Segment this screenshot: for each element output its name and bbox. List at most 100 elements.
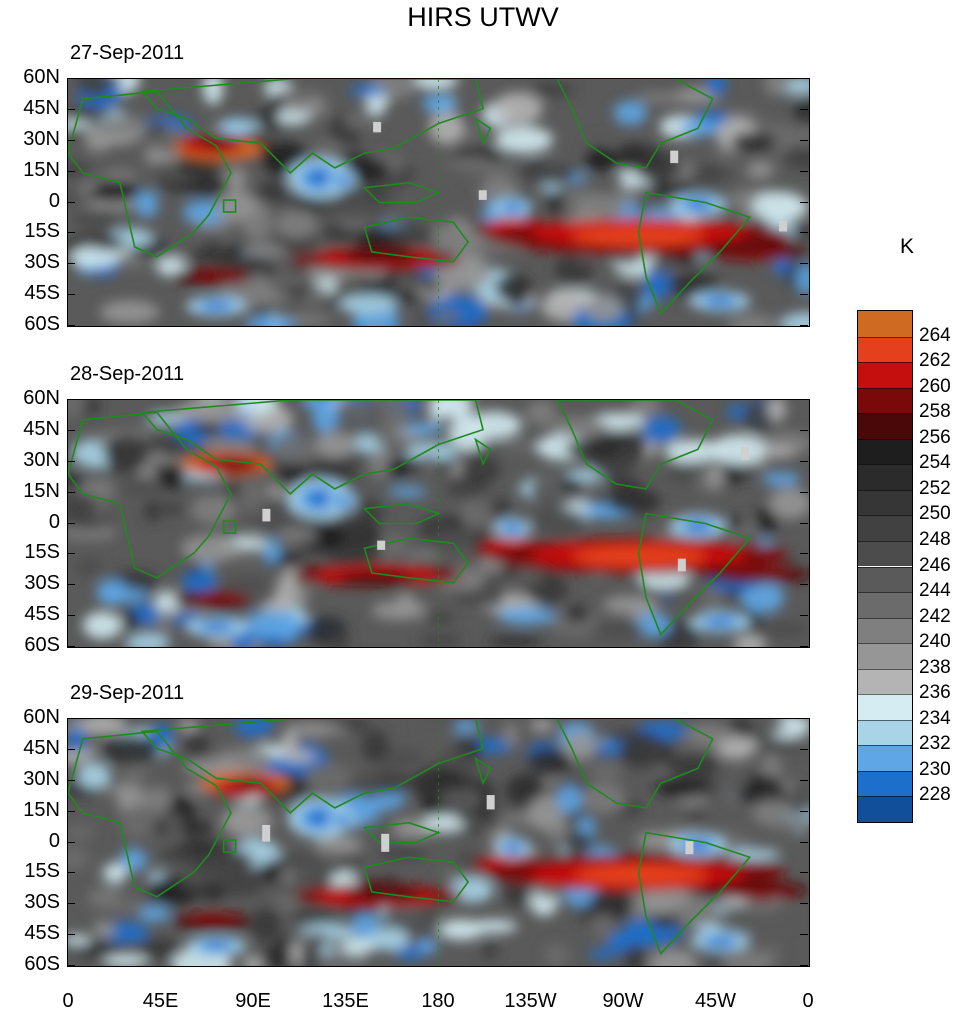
field-blob <box>312 140 346 159</box>
field-blob <box>741 581 784 614</box>
colorbar-swatch <box>858 489 912 516</box>
lat-label: 30N <box>23 448 60 471</box>
field-blob <box>93 921 116 937</box>
field-blob <box>68 492 98 525</box>
lat-tick <box>800 718 808 719</box>
field-blob <box>236 546 269 564</box>
field-blob <box>593 913 614 941</box>
field-blob <box>74 871 92 901</box>
lat-label: 60S <box>24 634 60 656</box>
lon-label: 0 <box>62 990 74 1012</box>
colorbar-swatch <box>858 770 912 797</box>
lat-tick <box>800 170 808 172</box>
field-blob <box>701 582 727 615</box>
field-blob <box>134 190 159 218</box>
warm-anomaly <box>571 226 704 247</box>
field-blob <box>371 601 427 620</box>
field-blob <box>156 502 186 516</box>
field-blob <box>580 783 627 815</box>
lat-tick <box>67 491 75 493</box>
colorbar-divider <box>858 515 912 517</box>
field-blob <box>222 805 273 838</box>
field-blob <box>369 927 409 951</box>
field-blob <box>655 777 706 798</box>
field-blob <box>416 939 439 953</box>
missing-data-patch <box>779 220 788 232</box>
field-blob <box>102 169 138 181</box>
field-blob <box>589 948 617 960</box>
field-blob <box>100 114 147 140</box>
lat-tick <box>67 934 75 936</box>
field-blob <box>414 193 459 225</box>
map-panel-2 <box>67 399 810 648</box>
coastline <box>556 719 714 809</box>
map-field-3 <box>68 719 809 966</box>
dry-anomaly <box>307 809 333 826</box>
field-blob <box>103 954 149 966</box>
field-blob <box>783 144 809 170</box>
field-blob <box>137 938 181 960</box>
colorbar-swatch <box>858 719 912 746</box>
lat-tick <box>67 263 75 265</box>
coastline <box>556 400 714 490</box>
field-blob <box>587 762 625 781</box>
field-blob <box>250 908 281 942</box>
field-blob <box>256 180 290 204</box>
field-blob <box>713 772 750 791</box>
field-blob <box>630 400 661 418</box>
field-blob <box>263 537 281 565</box>
lat-label: 15S <box>24 541 60 564</box>
coastline <box>474 437 492 467</box>
colorbar-label: 232 <box>919 733 951 755</box>
field-blob <box>764 620 809 638</box>
field-blob <box>461 453 501 485</box>
field-blob <box>531 507 586 536</box>
field-blob <box>788 784 809 817</box>
field-blob <box>248 517 301 532</box>
lat-tick <box>67 108 75 110</box>
missing-data-patch <box>262 508 271 522</box>
colorbar-unit: K <box>900 235 915 258</box>
field-blob <box>272 88 327 103</box>
field-blob <box>335 516 374 534</box>
coastline <box>363 856 470 903</box>
dry-anomaly <box>708 937 733 946</box>
field-blob <box>462 163 517 175</box>
lat-tick <box>800 232 808 234</box>
lat-tick <box>800 429 808 431</box>
lat-tick <box>800 399 808 400</box>
field-blob <box>643 266 673 300</box>
field-blob <box>753 947 784 958</box>
field-blob <box>275 209 317 239</box>
field-blob <box>184 759 244 775</box>
field-blob <box>706 461 724 490</box>
field-blob <box>565 605 589 623</box>
lat-tick <box>67 615 75 617</box>
colorbar-swatch <box>858 464 912 490</box>
colorbar-label: 260 <box>919 375 951 397</box>
field-blob <box>529 720 555 731</box>
field-blob <box>181 534 241 563</box>
region-box <box>222 520 237 534</box>
field-blob <box>330 724 348 736</box>
field-blob <box>96 589 150 602</box>
warm-anomaly <box>338 573 414 586</box>
lat-tick <box>67 232 75 234</box>
lat-tick <box>800 810 808 812</box>
lat-label: 45N <box>23 736 60 759</box>
lat-tick <box>67 325 75 326</box>
lat-tick <box>67 718 75 719</box>
warm-anomaly <box>189 269 248 284</box>
dry-anomaly <box>204 623 229 632</box>
lat-tick <box>67 294 75 296</box>
colorbar-divider <box>858 643 912 645</box>
field-blob <box>434 839 466 863</box>
field-blob <box>291 907 339 926</box>
field-blob <box>501 721 520 748</box>
missing-data-patch <box>373 121 382 133</box>
colorbar-divider <box>858 438 912 440</box>
lat-tick <box>67 810 75 812</box>
field-blob <box>214 120 262 132</box>
lat-label: 15N <box>23 798 60 821</box>
field-blob <box>550 416 608 438</box>
